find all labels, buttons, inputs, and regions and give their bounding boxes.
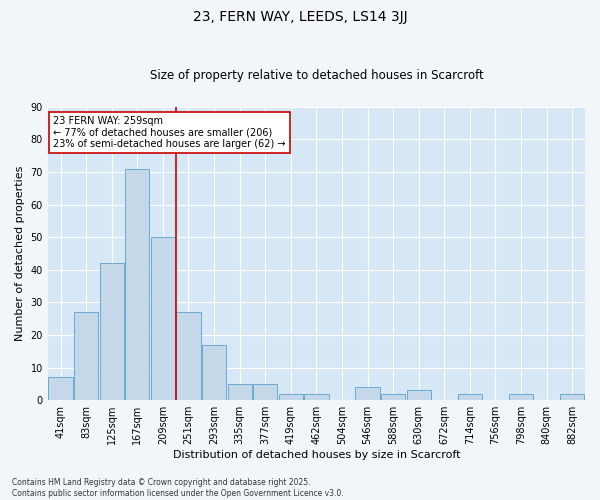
X-axis label: Distribution of detached houses by size in Scarcroft: Distribution of detached houses by size … (173, 450, 460, 460)
Title: Size of property relative to detached houses in Scarcroft: Size of property relative to detached ho… (149, 69, 483, 82)
Bar (100, 264, 124, 400)
Bar (125, 168, 149, 400)
Bar (509, 394, 533, 400)
Bar (560, 394, 584, 400)
Bar (202, 345, 226, 400)
Text: 23, FERN WAY, LEEDS, LS14 3JJ: 23, FERN WAY, LEEDS, LS14 3JJ (193, 10, 407, 24)
Text: Contains HM Land Registry data © Crown copyright and database right 2025.
Contai: Contains HM Land Registry data © Crown c… (12, 478, 344, 498)
Bar (227, 384, 252, 400)
Bar (151, 237, 175, 400)
Bar (355, 387, 380, 400)
Bar (304, 394, 329, 400)
Bar (381, 394, 405, 400)
Text: 23 FERN WAY: 259sqm
← 77% of detached houses are smaller (206)
23% of semi-detac: 23 FERN WAY: 259sqm ← 77% of detached ho… (53, 116, 286, 149)
Bar (458, 394, 482, 400)
Bar (49, 378, 73, 400)
Bar (176, 312, 200, 400)
Bar (407, 390, 431, 400)
Y-axis label: Number of detached properties: Number of detached properties (15, 166, 25, 341)
Bar (74, 312, 98, 400)
Bar (253, 384, 277, 400)
Bar (278, 394, 303, 400)
